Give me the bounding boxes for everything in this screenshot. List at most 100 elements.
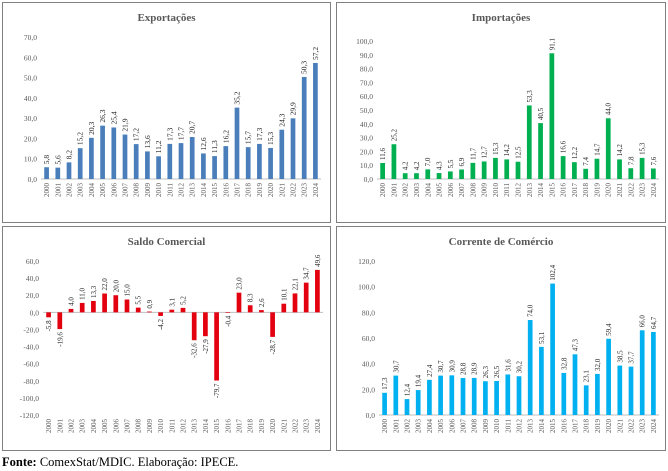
data-label: -32,6 <box>191 343 199 358</box>
data-label: 17,2 <box>132 128 141 141</box>
bar <box>178 143 184 179</box>
bar <box>191 312 197 341</box>
chart-panel-exportacoes: Exportações 0,0 10,0 20,0 30,0 40,0 50,0 60,0 7… <box>2 2 331 223</box>
data-label: 74,0 <box>527 304 535 317</box>
data-label: 4,2 <box>402 161 410 170</box>
x-tick-label: 2009 <box>146 419 154 434</box>
data-label: 8,2 <box>65 150 74 160</box>
data-label: 17,3 <box>165 128 174 141</box>
data-label: -27,9 <box>202 339 210 354</box>
x-tick-label: 2014 <box>538 419 546 434</box>
data-label: 102,4 <box>549 264 557 280</box>
bar <box>301 76 307 179</box>
y-tick-label: 70,0 <box>360 78 373 87</box>
data-label: 14,2 <box>616 144 624 157</box>
bar-chart-exportacoes: 0,0 10,0 20,0 30,0 40,0 50,0 60,0 70,0 5,8 2000 5,… <box>24 33 321 198</box>
x-tick-label: 2011 <box>503 183 511 197</box>
x-tick-label: 2018 <box>245 183 253 198</box>
x-tick-label: 2013 <box>191 419 199 434</box>
y-tick-label: 90,0 <box>360 51 373 60</box>
bar <box>156 156 161 179</box>
x-tick-label: 2020 <box>605 419 613 434</box>
bar <box>583 385 589 415</box>
x-tick-label: 2017 <box>236 419 244 434</box>
x-tick-label: 2012 <box>515 183 523 198</box>
data-label: 25,2 <box>390 128 398 141</box>
data-label: 34,7 <box>303 267 311 280</box>
data-label: 64,7 <box>650 316 658 329</box>
bar-chart-corrente-comercio: 0,0 20,0 40,0 60,0 80,0 100,0 120,0 17,3 2000 30,… <box>358 257 659 434</box>
bar-chart-importacoes: 0,0 10,0 20,0 30,0 40,0 50,0 60,0 70,0 80,0 90,0 1… <box>356 37 659 198</box>
x-tick-label: 2012 <box>180 419 188 434</box>
x-tick-label: 2016 <box>560 183 568 198</box>
bar <box>382 392 387 415</box>
x-tick-label: 2002 <box>402 183 410 198</box>
x-tick-label: 2015 <box>549 419 557 434</box>
x-tick-label: 2019 <box>258 419 266 434</box>
x-tick-label: 2015 <box>211 183 219 198</box>
y-tick-label: 50,0 <box>360 106 373 115</box>
bar <box>66 162 72 179</box>
bar <box>595 373 600 415</box>
data-label: 30,9 <box>448 360 456 373</box>
data-label: 5,8 <box>42 155 51 165</box>
data-label: 8,3 <box>247 293 255 302</box>
x-tick-label: 2005 <box>437 419 445 434</box>
x-tick-label: 2002 <box>404 419 412 434</box>
bar <box>57 312 63 330</box>
bar <box>236 292 242 313</box>
y-tick-label: 120,0 <box>358 257 375 266</box>
data-label: -79,7 <box>213 383 221 398</box>
y-tick-label: 20,0 <box>360 147 373 156</box>
y-tick-label: -120,0 <box>20 411 40 420</box>
x-tick-label: 2017 <box>571 183 579 198</box>
x-tick-label: 2002 <box>66 183 74 198</box>
y-tick-label: 20,0 <box>26 291 39 300</box>
bar <box>135 307 141 313</box>
bar <box>279 129 285 179</box>
x-tick-label: 2006 <box>448 419 456 434</box>
x-tick-label: 2000 <box>43 183 51 198</box>
x-tick-label: 2023 <box>303 419 311 434</box>
bar <box>124 299 130 313</box>
bar <box>281 303 287 313</box>
y-tick-label: 0,0 <box>364 175 374 184</box>
data-label: 7,4 <box>582 157 590 166</box>
bar <box>245 147 251 179</box>
data-label: -4,2 <box>157 318 165 330</box>
y-tick-label: 40,0 <box>24 94 37 103</box>
bar <box>290 118 296 179</box>
x-tick-label: 2018 <box>583 419 591 434</box>
data-label: 37,7 <box>628 351 636 364</box>
x-tick-label: 2011 <box>168 419 176 433</box>
x-tick-label: 2019 <box>594 419 602 434</box>
data-label: 5,2 <box>180 296 188 305</box>
y-tick-label: 60,0 <box>360 92 373 101</box>
bar <box>539 346 544 415</box>
x-tick-label: 2017 <box>572 419 580 434</box>
y-tick-label: 60,0 <box>26 257 39 266</box>
data-label: 3,1 <box>168 297 176 306</box>
x-tick-label: 2011 <box>504 419 512 433</box>
x-tick-label: 2000 <box>45 419 53 434</box>
data-label: 17,7 <box>177 127 186 140</box>
bar <box>628 168 634 179</box>
data-label: 4,2 <box>413 161 421 170</box>
bar <box>270 312 275 337</box>
data-label: 40,5 <box>537 107 545 120</box>
bar <box>471 377 477 415</box>
bar <box>180 307 186 313</box>
bar <box>617 159 622 179</box>
source-text: ComexStat/MDIC. Elaboração: IPECE. <box>39 455 239 469</box>
data-label: 28,9 <box>471 362 479 375</box>
data-label: 12,6 <box>199 137 208 150</box>
y-tick-label: 100,0 <box>358 283 375 292</box>
data-label: 7,8 <box>627 156 635 165</box>
data-label: 13,6 <box>143 135 152 148</box>
x-tick-label: 2024 <box>650 419 658 434</box>
bar <box>605 118 611 179</box>
bar <box>414 173 419 179</box>
bar <box>459 169 464 179</box>
bar <box>504 159 510 179</box>
x-tick-label: 2001 <box>56 419 64 434</box>
